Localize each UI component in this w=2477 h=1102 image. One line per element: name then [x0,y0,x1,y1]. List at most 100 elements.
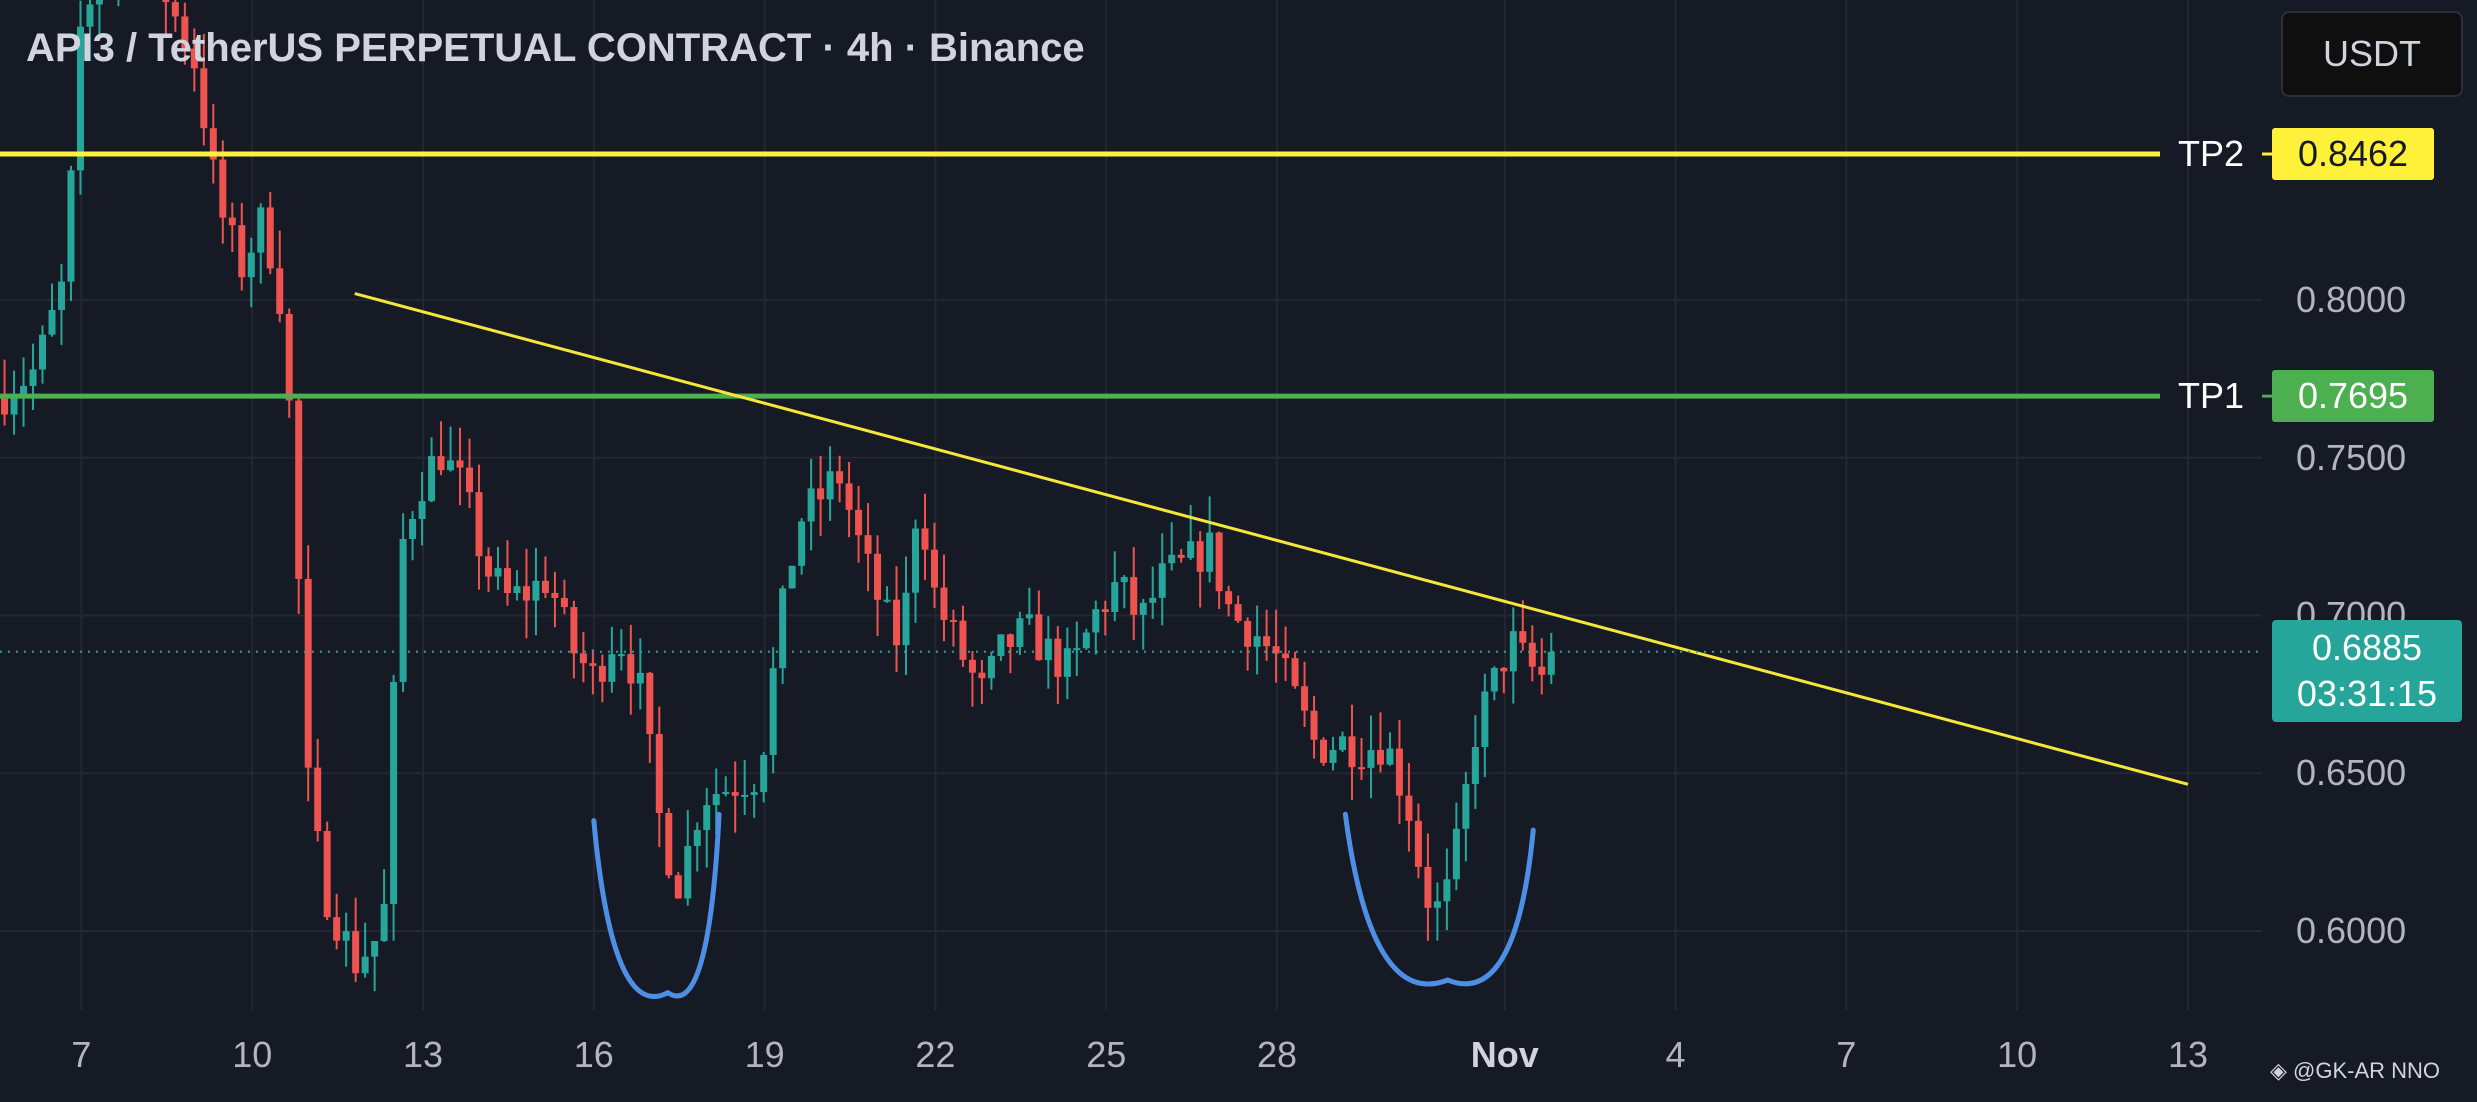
candle-down [817,488,825,500]
time-tick-label: 22 [915,1034,956,1075]
candle-down [598,665,606,682]
candle-up [1187,541,1195,558]
candle-up [779,588,787,669]
candle-down [171,2,179,17]
candle-down [209,128,217,160]
time-tick-label: 10 [232,1034,273,1075]
candle-up [741,794,749,797]
candle-up [617,654,625,657]
candle-down [930,549,938,588]
time-tick-label: 4 [1665,1034,1686,1075]
candle-up [1120,577,1128,583]
candle-down [437,456,445,471]
candle-up [608,654,616,682]
bar-countdown: 03:31:15 [2296,672,2438,714]
candle-up [1016,618,1024,647]
candle-down [238,225,246,278]
price-tick-label: 0.6500 [2296,752,2407,794]
candle-up [1339,736,1347,751]
candle-up [902,592,910,646]
candle-up [342,931,350,941]
candle-up [807,488,815,522]
time-tick-label: 28 [1257,1034,1298,1075]
candle-up [712,794,720,806]
candle-down [181,16,189,49]
candle-down [475,492,483,557]
candle-up [987,656,995,679]
candle-up [409,519,417,539]
candle-down [522,586,530,601]
candle-down [1519,631,1527,643]
candle-up [1044,638,1052,661]
candle-down [1424,866,1432,908]
price-tick-label: 0.8000 [2296,278,2407,320]
candle-up [1490,667,1498,692]
candle-down [731,792,739,796]
candle-up [1158,563,1166,598]
rounded-bottom-curve [591,811,722,999]
candle-up [722,792,730,795]
candle-up [1471,746,1479,785]
candle-down [893,599,901,646]
candle-up [418,501,426,520]
candle-up [1063,648,1071,677]
candle-down [1291,658,1299,687]
candle-down [200,68,208,129]
candle-up [1073,648,1081,651]
candle-up [1386,748,1394,765]
candle-down [845,483,853,510]
candle-up [371,941,379,957]
candle-down [276,268,284,314]
rounded-bottom-curve [1342,811,1536,987]
candle-up [86,4,94,27]
candle-down [1234,604,1242,621]
candle-up [883,599,891,602]
candle-down [484,556,492,577]
candle-down [1320,739,1328,763]
candle-up [1462,784,1470,829]
candle-down [579,653,587,664]
candle-up [380,904,388,942]
candle-down [1357,767,1365,770]
currency-selector-button[interactable]: USDT [2281,11,2463,97]
candle-up [20,385,28,399]
time-tick-label: 13 [402,1034,444,1075]
time-tick-label: 10 [1997,1034,2038,1075]
time-tick-label: 13 [2167,1034,2209,1075]
level-price-badge-tp2: 0.8462 [2272,128,2434,181]
time-tick-label: 7 [1836,1034,1857,1075]
candle-down [162,0,170,3]
candle-up [750,792,758,795]
candle-up [1111,582,1119,613]
candle-down [314,767,322,832]
candle-up [513,586,521,594]
candlestick-series [1,0,1555,992]
candle-up [1433,901,1441,908]
candle-down [589,663,597,666]
chart-title: API3 / TetherUS PERPETUAL CONTRACT · 4h … [26,26,1085,70]
candle-up [798,521,806,566]
candle-down [836,471,844,484]
level-price-badge-tp1: 0.7695 [2272,370,2434,423]
candle-down [855,509,863,536]
candle-down [1395,748,1403,796]
candle-up [399,538,407,682]
candle-up [684,845,692,899]
candle-down [333,917,341,941]
candle-up [428,456,436,502]
candle-up [1443,879,1451,902]
candle-down [1225,591,1233,605]
candle-down [1035,614,1043,661]
level-name-tp2: TP2 [2178,133,2245,175]
candle-down [541,580,549,593]
candle-up [247,252,255,278]
time-tick-label: Nov [1470,1034,1539,1075]
candle-down [295,400,303,579]
time-tick-label: 19 [744,1034,785,1075]
candle-up [257,207,265,253]
candle-down [503,568,511,594]
level-name-tp1: TP1 [2178,375,2245,417]
rounded-bottom-patterns [591,811,1536,999]
author-watermark: ◈ @GK-AR NNO [2270,1058,2441,1083]
